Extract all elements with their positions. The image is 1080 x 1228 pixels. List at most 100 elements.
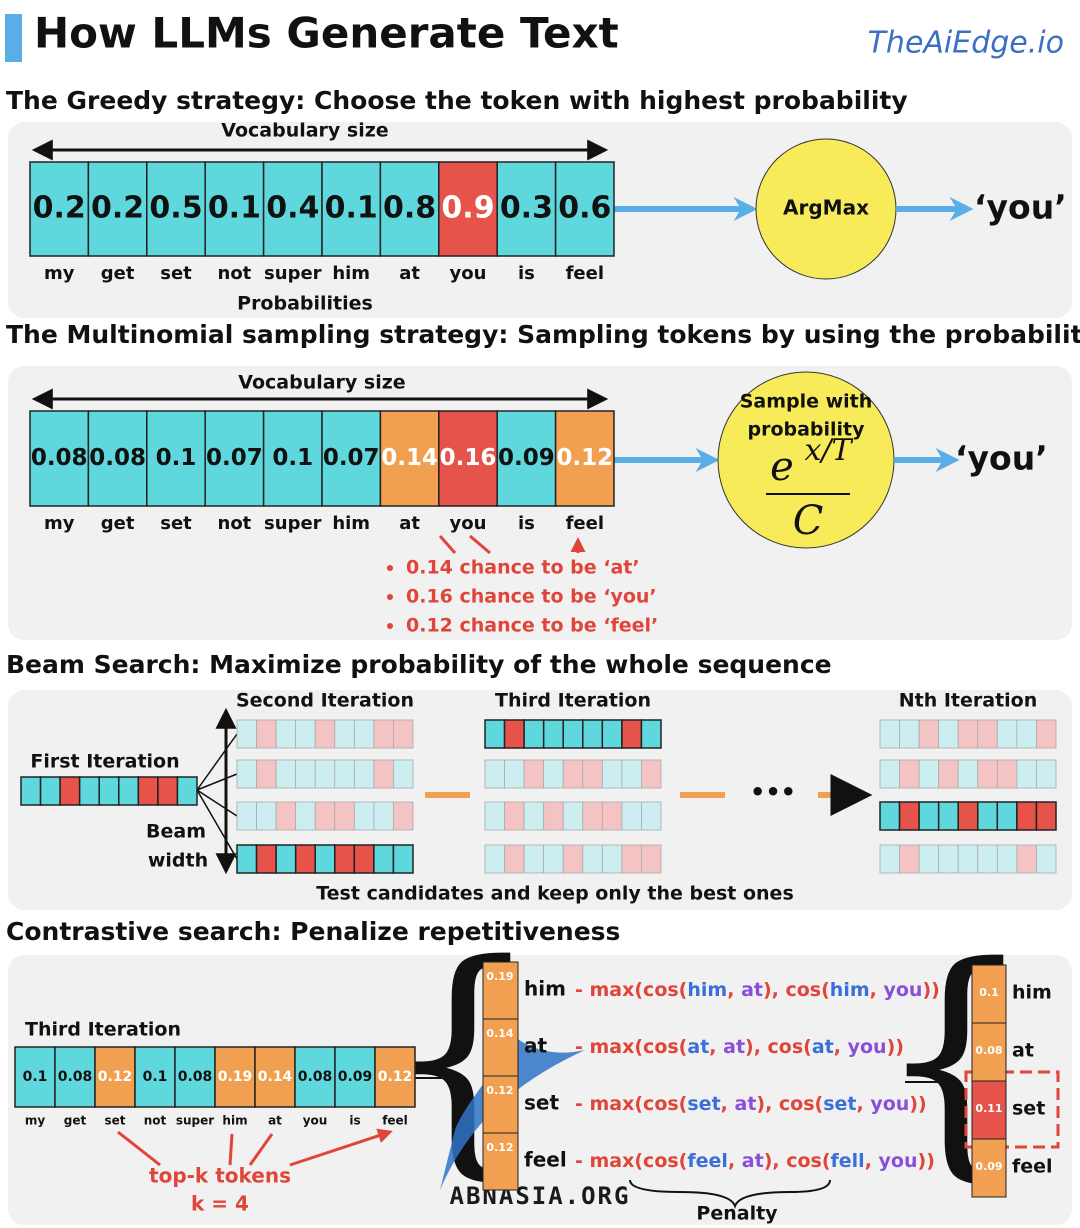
formula-denominator: C [793,498,824,544]
beam-cell [484,844,505,874]
probability: 0.4 [266,191,319,226]
selection-box [964,1070,1060,1149]
beam-cell [1035,801,1057,831]
arrow [438,536,578,553]
probability: 0.3 [500,191,553,226]
token: feel [1012,1156,1053,1178]
beam-cell [1036,759,1057,789]
probability: 0.11 [975,1102,1002,1115]
annotation: top-k tokens [149,1164,291,1188]
beam-cell [256,719,277,749]
candidate-cell [482,1075,519,1134]
penalty-part: , [709,1036,723,1058]
beam-cell [1016,759,1037,789]
beam-cell [118,776,140,806]
watermark-logo [440,1010,585,1190]
probability: 0.08 [975,1044,1002,1057]
output: ‘you’ [955,439,1048,478]
token-cell [214,1046,256,1108]
beam-cell [294,844,316,874]
beam-cell [562,759,584,789]
beam-cell [137,776,159,806]
token: my [44,263,75,284]
token: him [1012,982,1052,1004]
brace: { [875,913,1034,1204]
penalty-part: you [883,979,922,1001]
beam-cell [373,801,394,831]
beam-cell [582,719,604,749]
token-cell [321,161,382,257]
beam-cell [393,801,414,831]
beam-cell [523,801,545,831]
heading: Beam Search: Maximize probability of the… [6,650,832,679]
token: is [349,1114,360,1128]
beam-cell [373,719,394,749]
penalty-part: , [870,979,884,1001]
beam-cell [393,759,414,789]
penalty-part: )) [909,1093,926,1115]
penalty-part: )) [918,1150,935,1172]
probability: 0.6 [558,191,611,226]
token: not [218,263,252,284]
beam-cell [334,844,356,874]
heading: The Greedy strategy: Choose the token wi… [6,86,908,115]
token-cell [146,161,206,257]
token-cell [54,1046,96,1108]
penalty-formula: - max(cos(set, at), cos(set, you)) [575,1093,927,1115]
beam-cell [373,844,395,874]
beam-cell [977,719,998,749]
beam-cell [562,801,584,831]
beam-cell [353,801,375,831]
token: set [1012,1098,1045,1120]
beam-cell [543,801,564,831]
beam-cell [1016,719,1037,749]
penalty-part: at [735,1093,757,1115]
beam-cell [621,759,642,789]
formula-exponent: x/T [804,433,853,468]
beam-cell [957,759,979,789]
probability: 0.1 [272,445,313,471]
beam-cell [314,801,336,831]
beam-cell [256,801,277,831]
beam-cell [256,759,277,789]
token: at [399,513,420,534]
beam-cell [601,844,623,874]
beam-cell [484,801,505,831]
operator: probability [747,419,865,441]
beam-cell [78,776,100,806]
beam-cell [373,759,394,789]
beam-cell [157,776,179,806]
beam-cell [937,801,959,831]
beam-cell [295,801,316,831]
beam-cell [957,844,979,874]
result-cell [971,1022,1007,1082]
token: get [101,263,135,284]
beam-cell [275,719,297,749]
token: at [1012,1040,1034,1062]
beam-cell [353,844,375,874]
beam-cell [1016,801,1038,831]
probability: 0.9 [441,191,494,226]
penalty-formula: - max(cos(at, at), cos(at, you)) [575,1036,904,1058]
beam-cell [504,844,525,874]
token: him [332,263,370,284]
penalty-part: )) [922,979,939,1001]
label: Second Iteration [236,690,414,712]
beam-cell [918,801,940,831]
penalty-part: , [721,1093,735,1115]
probability: 0.09 [498,445,555,471]
token-cell [374,1046,416,1108]
probability: 0.1 [979,986,999,999]
token: my [44,513,75,534]
probability: 0.1 [23,1069,48,1085]
token: him [524,977,566,1001]
operator: ArgMax [783,196,869,220]
beam-cell [641,844,662,874]
candidate-cell [482,1132,519,1191]
label: Third Iteration [25,1019,181,1041]
beam-cell [899,759,920,789]
bullet-text: 0.14 chance to be ‘at’ [406,557,640,579]
penalty-part: at [723,1036,745,1058]
penalty-formula: - max(cos(feel, at), cos(fell, you)) [575,1150,935,1172]
